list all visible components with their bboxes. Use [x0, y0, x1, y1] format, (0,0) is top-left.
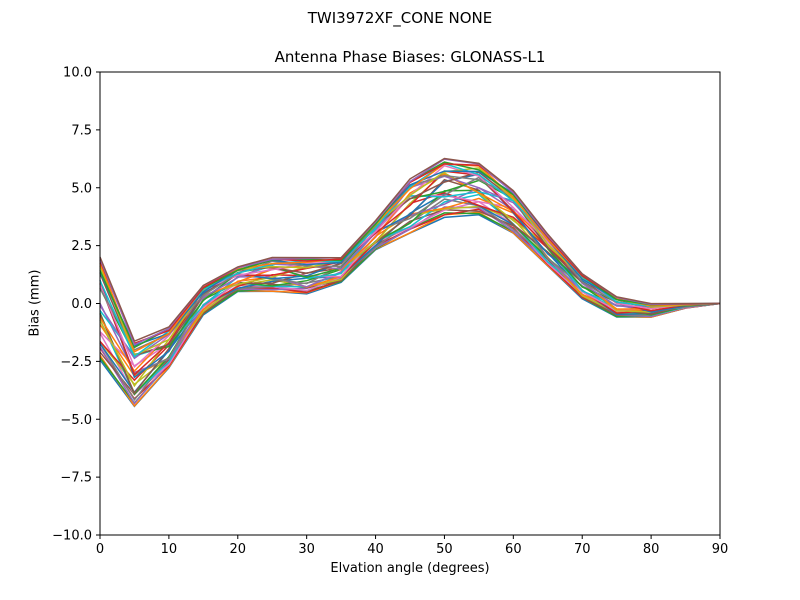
- y-tick-label: −7.5: [60, 471, 92, 486]
- x-tick-label: 30: [298, 542, 315, 557]
- y-tick-label: −10.0: [52, 529, 92, 544]
- y-tick-label: 10.0: [63, 66, 92, 81]
- chart-title: Antenna Phase Biases: GLONASS-L1: [274, 48, 546, 66]
- y-tick-label: −2.5: [60, 355, 92, 370]
- series-line: [99, 157, 720, 343]
- x-tick-label: 60: [505, 542, 522, 557]
- series-line: [99, 170, 721, 377]
- y-tick-label: 0.0: [71, 297, 92, 312]
- x-tick-label: 40: [367, 542, 384, 557]
- axis-ticks: 0 10 20 30 40 50 60 70 80 90 −10.0 −7.5 −5.0 −2.5 0.0 2…: [52, 66, 728, 558]
- series-line: [99, 197, 721, 377]
- x-tick-label: 90: [712, 542, 729, 557]
- x-tick-label: 0: [96, 542, 104, 557]
- series-line: [99, 176, 721, 376]
- series-line: [99, 193, 721, 395]
- x-tick-label: 20: [230, 542, 247, 557]
- y-tick-label: 5.0: [71, 181, 92, 196]
- y-tick-label: 7.5: [71, 123, 92, 138]
- x-tick-label: 70: [574, 542, 591, 557]
- series-lines: [99, 157, 721, 408]
- x-tick-label: 80: [643, 542, 660, 557]
- x-axis-label: Elvation angle (degrees): [330, 561, 490, 576]
- y-tick-label: −5.0: [60, 413, 92, 428]
- plot-frame: [99, 71, 721, 536]
- figure-suptitle: TWI3972XF_CONE NONE: [307, 9, 493, 27]
- x-tick-label: 10: [161, 542, 178, 557]
- series-line: [99, 178, 721, 395]
- x-tick-label: 50: [436, 542, 453, 557]
- y-tick-label: 2.5: [71, 239, 92, 254]
